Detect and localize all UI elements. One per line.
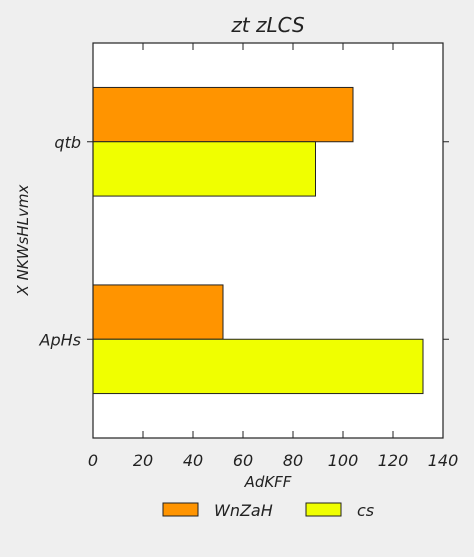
y-tick-label: qtb: [54, 133, 81, 152]
legend-swatch-cs: [305, 502, 342, 517]
legend-swatch-WnZaH: [162, 502, 199, 517]
legend-label-cs: cs: [357, 501, 374, 520]
chart-title: zt zLCS: [230, 13, 305, 37]
x-tick-label: 80: [283, 451, 303, 470]
x-tick-label: 140: [428, 451, 459, 470]
x-tick-label: 100: [328, 451, 359, 470]
x-tick-label: 120: [378, 451, 409, 470]
x-tick-label: 40: [183, 451, 203, 470]
bar-qtb-WnZaH: [92, 86, 354, 143]
y-tick-label: ApHs: [39, 330, 81, 349]
bar-ApHs-WnZaH: [92, 284, 224, 340]
legend-label-WnZaH: WnZaH: [214, 501, 273, 520]
ticks-group: qtb ApHs 0 20 40 60 80 100 120 140: [39, 43, 459, 470]
x-axis-label: AdKFF: [244, 473, 292, 491]
bars-group: [92, 86, 424, 395]
bar-ApHs-cs: [92, 338, 424, 395]
bar-qtb-cs: [92, 141, 316, 197]
legend: WnZaH cs: [162, 501, 374, 520]
x-tick-label: 60: [233, 451, 253, 470]
x-tick-label: 0: [88, 451, 98, 470]
plot-frame: [92, 42, 444, 439]
y-axis-label: X NKWsHLvmx: [14, 185, 32, 297]
x-tick-label: 20: [133, 451, 153, 470]
